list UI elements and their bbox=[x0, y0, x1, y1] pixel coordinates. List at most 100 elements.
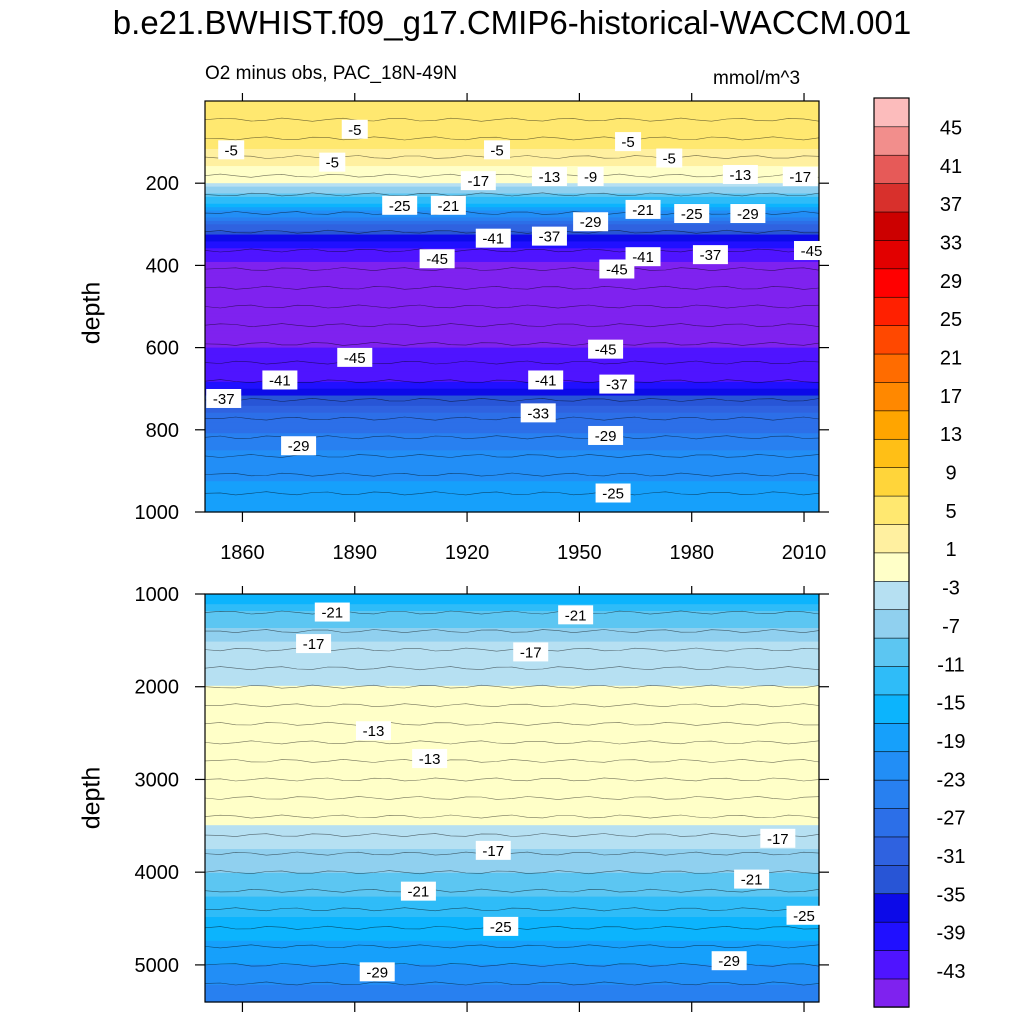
contour-band bbox=[205, 361, 819, 366]
contour-band bbox=[205, 357, 819, 362]
contour-band bbox=[205, 498, 819, 503]
contour-band bbox=[205, 903, 819, 908]
contour-band bbox=[205, 217, 819, 222]
contour-label-box bbox=[513, 642, 549, 662]
contour-band bbox=[205, 419, 819, 424]
contour-band bbox=[205, 736, 819, 741]
contour-band bbox=[205, 433, 819, 438]
contour-band bbox=[205, 743, 819, 748]
contour-band bbox=[205, 183, 819, 188]
contour-line bbox=[204, 796, 820, 800]
colorbar-label: -43 bbox=[937, 961, 966, 983]
contour-label-box bbox=[520, 403, 556, 423]
contour-band bbox=[205, 988, 819, 993]
contour-band bbox=[205, 937, 819, 942]
contour-band bbox=[205, 906, 819, 911]
y-tick-label: 800 bbox=[146, 420, 179, 442]
contour-label-box bbox=[296, 634, 332, 654]
contour-band bbox=[205, 364, 819, 369]
contour-label-box bbox=[588, 425, 624, 445]
contour-band bbox=[205, 981, 819, 986]
colorbar-swatch bbox=[873, 182, 910, 213]
contour-band bbox=[205, 457, 819, 462]
contour-band bbox=[205, 791, 819, 796]
contour-band bbox=[205, 505, 819, 510]
contour-band bbox=[205, 600, 819, 605]
colorbar-label: 1 bbox=[945, 539, 956, 561]
contour-band bbox=[205, 402, 819, 407]
contour-band bbox=[205, 852, 819, 857]
contour-band bbox=[205, 179, 819, 184]
contour-line bbox=[204, 851, 820, 856]
contour-line bbox=[204, 944, 820, 949]
contour-band bbox=[205, 347, 819, 352]
contour-label-box bbox=[615, 132, 642, 152]
contour-line bbox=[204, 907, 820, 912]
contour-band bbox=[205, 611, 819, 615]
contour-band bbox=[205, 617, 819, 622]
contour-band bbox=[205, 484, 819, 489]
contour-band bbox=[205, 299, 819, 304]
contour-band bbox=[205, 645, 819, 649]
contour-band bbox=[205, 508, 819, 513]
contour-band bbox=[205, 118, 819, 123]
contour-band bbox=[205, 804, 819, 809]
contour-band bbox=[205, 753, 819, 758]
contour-band bbox=[205, 767, 819, 772]
contour-band bbox=[205, 825, 819, 830]
contour-label: -9 bbox=[584, 169, 597, 186]
contour-band bbox=[205, 699, 819, 704]
contour-band bbox=[205, 689, 819, 694]
chart-title: b.e21.BWHIST.f09_g17.CMIP6-historical-WA… bbox=[112, 4, 912, 41]
x-tick-label: 1860 bbox=[220, 542, 265, 564]
contour-band bbox=[205, 968, 819, 972]
contour-band bbox=[205, 954, 819, 959]
contour-label: -5 bbox=[348, 122, 361, 139]
colorbar-swatch bbox=[873, 694, 910, 724]
contour-band bbox=[205, 798, 819, 802]
colorbar-label: 37 bbox=[940, 194, 962, 216]
contour-label-box bbox=[430, 195, 466, 215]
contour-band bbox=[205, 801, 819, 806]
contour-band bbox=[205, 220, 819, 225]
contour-band bbox=[205, 832, 819, 836]
contour-label-box bbox=[475, 840, 511, 860]
contour-band bbox=[205, 995, 819, 1000]
contour-band bbox=[205, 145, 819, 150]
contour-line bbox=[204, 416, 820, 421]
contour-line bbox=[204, 981, 820, 986]
colorbar-label: 33 bbox=[940, 232, 962, 254]
colorbar-swatch bbox=[873, 921, 910, 951]
contour-band bbox=[205, 231, 819, 236]
contour-band bbox=[205, 244, 819, 249]
contour-band bbox=[205, 464, 819, 469]
colorbar-swatch bbox=[873, 126, 910, 156]
contour-band bbox=[205, 951, 819, 955]
contour-label-box bbox=[412, 749, 448, 769]
contour-label: -25 bbox=[389, 198, 411, 215]
contour-line bbox=[204, 684, 820, 689]
contour-label-box bbox=[794, 241, 830, 261]
contour-band bbox=[205, 131, 819, 136]
contour-label-box bbox=[782, 167, 818, 187]
x-tick-label: 1950 bbox=[557, 542, 602, 564]
contour-band bbox=[205, 818, 819, 823]
contour-band bbox=[205, 672, 819, 677]
contour-label: -29 bbox=[718, 953, 740, 970]
contour-band bbox=[205, 474, 819, 479]
y-tick-label: 400 bbox=[146, 255, 179, 277]
contour-label: -13 bbox=[730, 167, 752, 184]
colorbar-swatch bbox=[873, 722, 910, 753]
contour-label: -21 bbox=[741, 872, 763, 889]
contour-line bbox=[204, 740, 820, 745]
contour-band bbox=[205, 323, 819, 328]
contour-label-box bbox=[341, 119, 368, 139]
contour-label-box bbox=[528, 370, 564, 390]
contour-band bbox=[205, 838, 819, 843]
contour-band bbox=[205, 668, 819, 673]
contour-band bbox=[205, 306, 819, 311]
colorbar-swatch bbox=[873, 580, 910, 611]
colorbar-label: 29 bbox=[940, 271, 962, 293]
contour-line bbox=[204, 629, 820, 634]
contour-band bbox=[205, 169, 819, 174]
